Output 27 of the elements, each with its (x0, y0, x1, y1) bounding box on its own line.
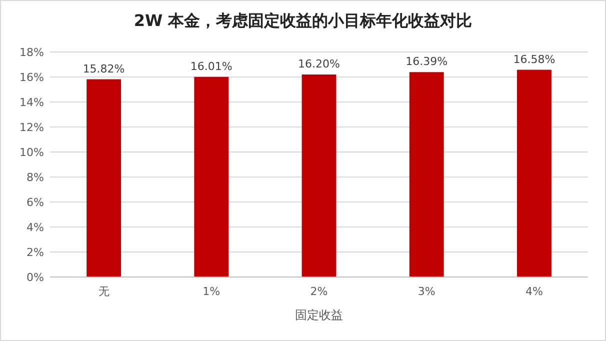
x-tick-label: 1% (202, 285, 220, 298)
chart-title: 2W 本金，考虑固定收益的小目标年化收益对比 (134, 11, 472, 30)
data-label: 16.39% (406, 55, 448, 68)
data-label: 16.01% (190, 60, 232, 73)
bar (194, 76, 229, 277)
x-axis-title: 固定收益 (295, 308, 343, 322)
bar (86, 79, 122, 277)
data-label: 15.82% (82, 62, 125, 76)
data-label: 16.20% (298, 58, 340, 70)
bar (302, 74, 336, 277)
x-tick-label: 2% (310, 285, 328, 298)
y-tick-label: 4% (26, 220, 44, 234)
y-tick-label: 6% (26, 196, 44, 209)
y-tick-label: 10% (20, 146, 44, 159)
y-tick-label: 8% (26, 170, 44, 184)
data-label: 16.58% (513, 52, 556, 66)
y-tick-label: 14% (20, 96, 44, 109)
x-tick-label: 3% (418, 285, 436, 298)
y-tick-label: 16% (20, 70, 44, 84)
x-tick-label: 无 (98, 285, 110, 298)
y-tick-label: 18% (20, 46, 44, 59)
bar (409, 72, 444, 277)
x-tick-label: 4% (525, 285, 543, 298)
y-tick-label: 0% (26, 270, 44, 284)
y-tick-label: 2% (26, 246, 44, 259)
y-tick-label: 12% (20, 120, 44, 134)
bar (516, 70, 552, 277)
